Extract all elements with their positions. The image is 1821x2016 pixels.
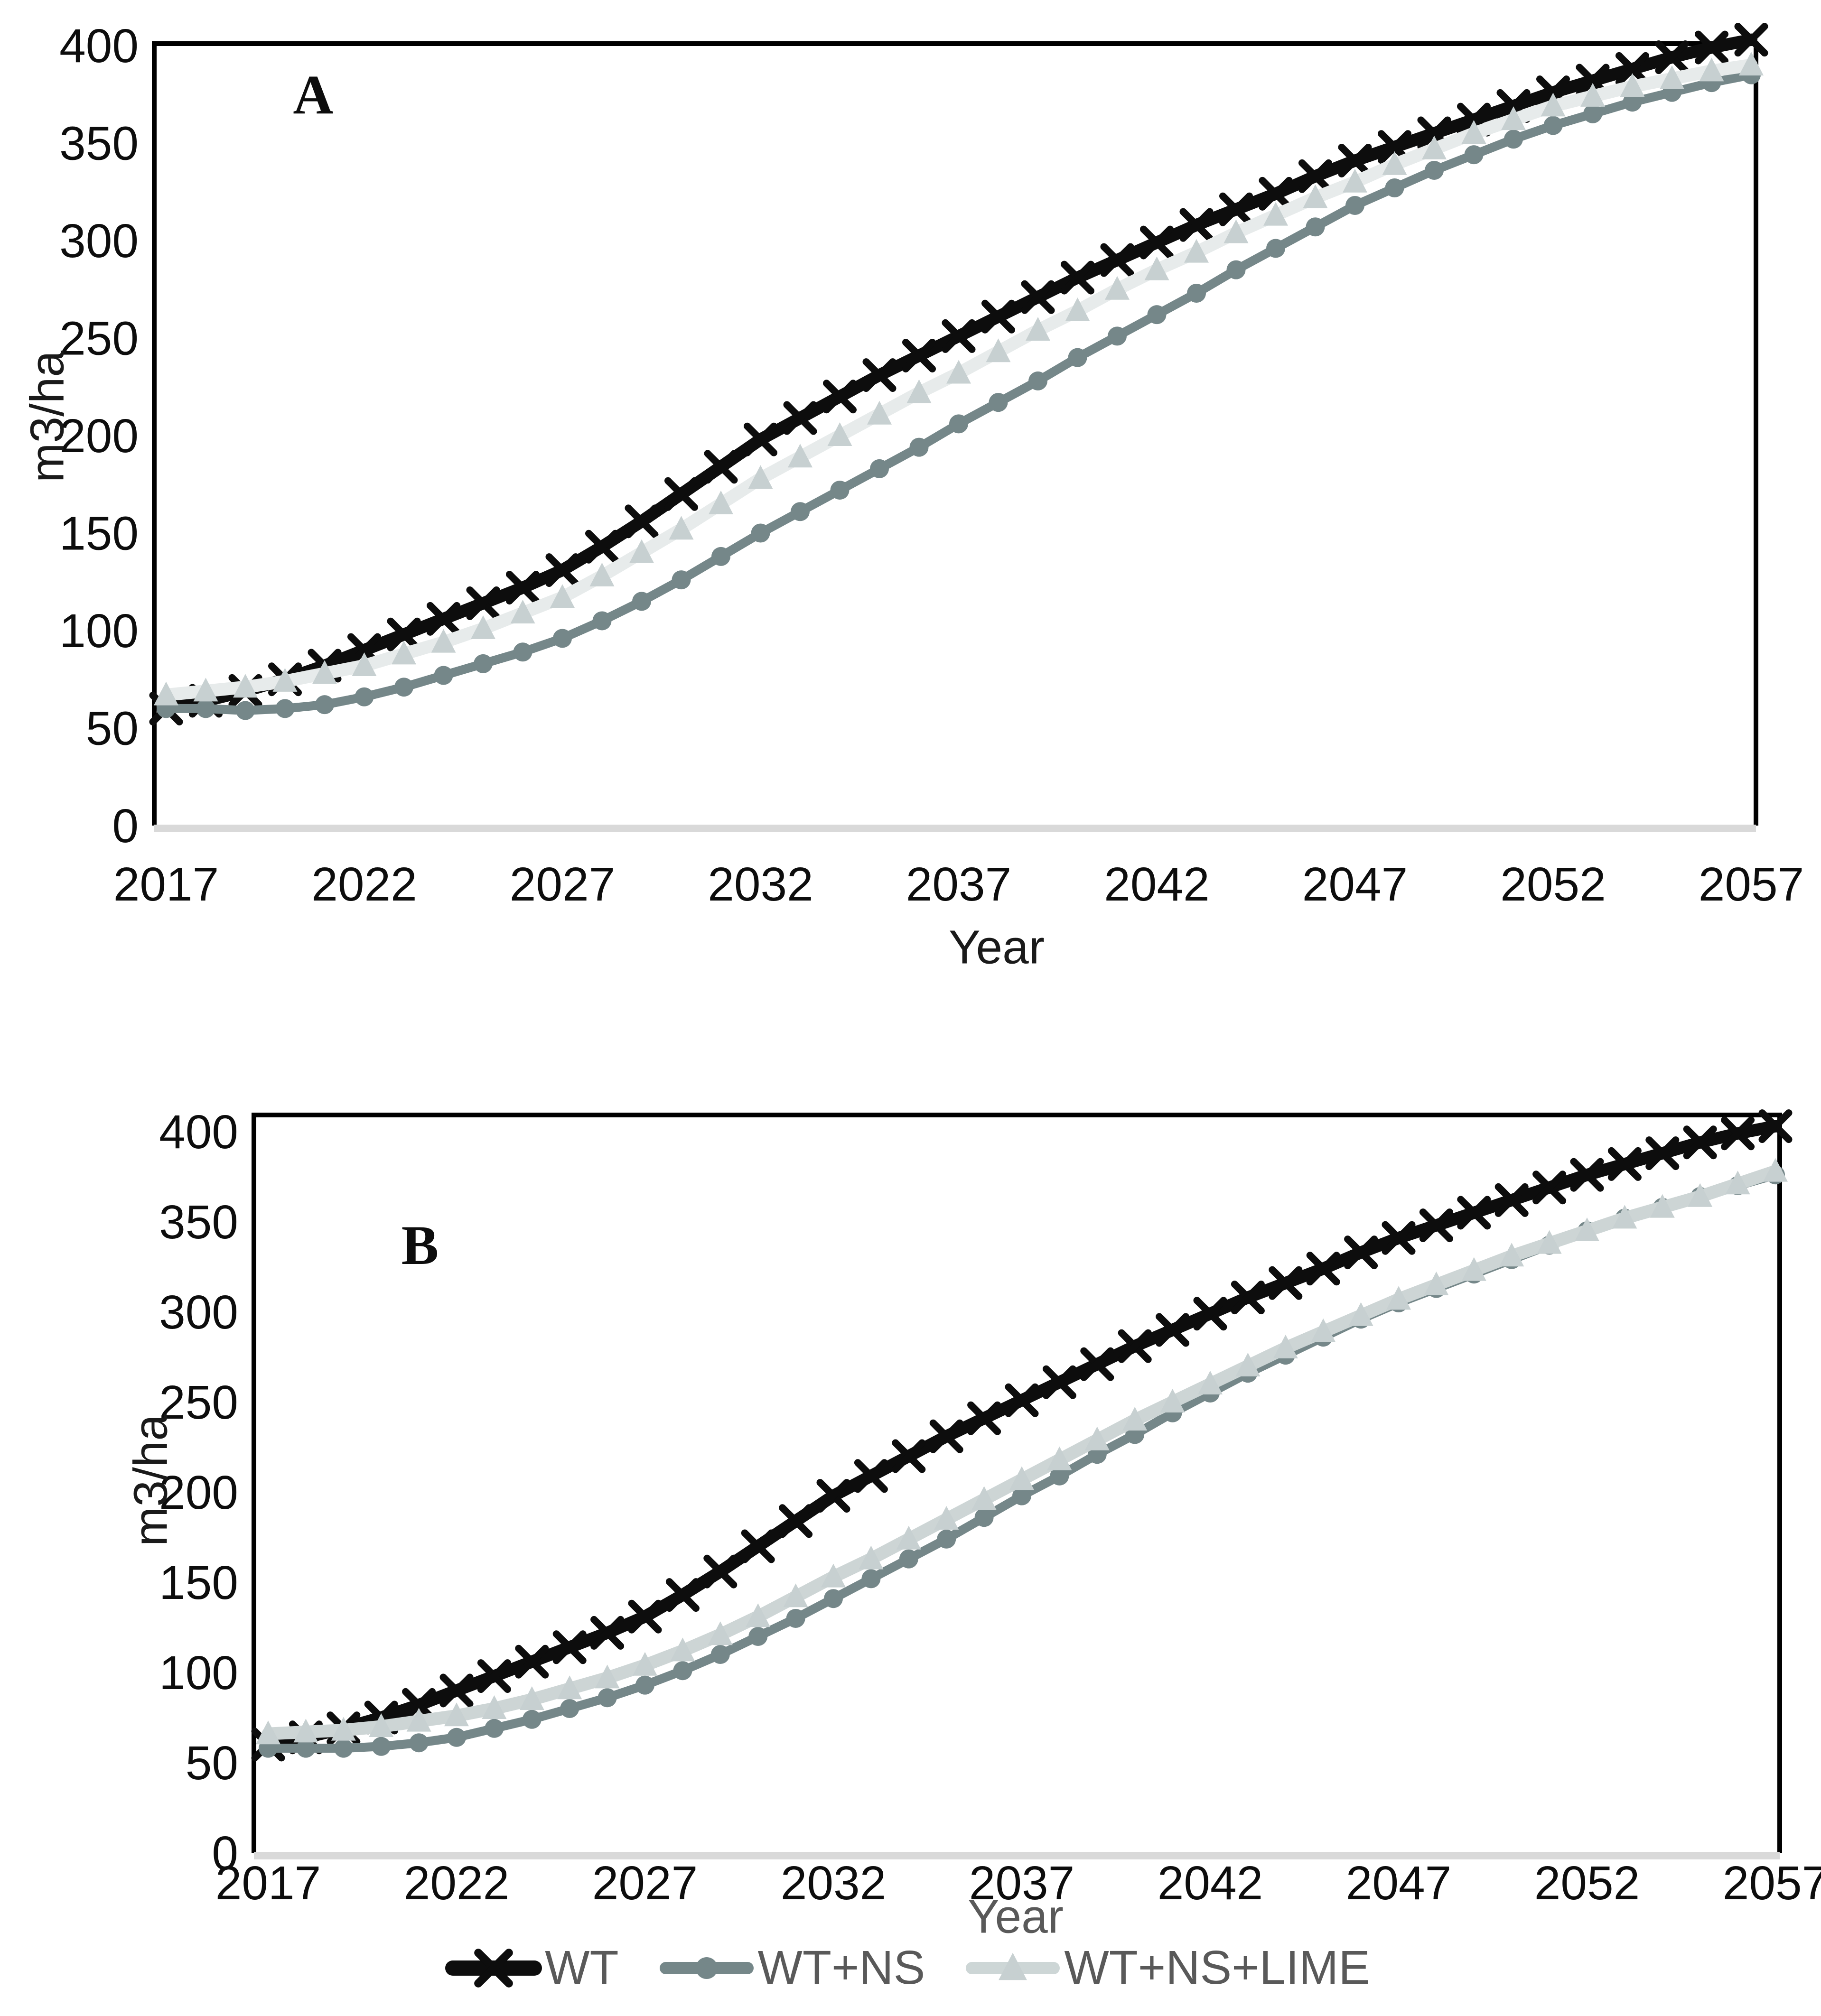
legend-label-wt: WT xyxy=(545,1941,619,1994)
svg-text:2052: 2052 xyxy=(1500,858,1606,911)
svg-text:350: 350 xyxy=(59,117,139,170)
y-tick-labels: 0 50 100 150 200 250 300 350 400 xyxy=(159,1106,238,1880)
chart-b-y-axis-title: m3/ha xyxy=(124,1414,177,1546)
svg-text:2057: 2057 xyxy=(1723,1857,1821,1910)
legend-item-wt-ns-lime: WT+NS+LIME xyxy=(966,1941,1370,1995)
svg-text:0: 0 xyxy=(212,1827,238,1880)
svg-text:2022: 2022 xyxy=(404,1857,509,1910)
panel-a-label: A xyxy=(293,64,334,126)
x-tick-labels: 2017 2022 2027 2032 2037 2042 2047 2052 2057 xyxy=(215,1857,1821,1910)
legend-label-wt-ns-lime: WT+NS+LIME xyxy=(1064,1941,1370,1994)
svg-text:2042: 2042 xyxy=(1104,858,1209,911)
svg-text:400: 400 xyxy=(59,19,139,73)
legend-item-wt: WT xyxy=(445,1941,619,1995)
wt-line-x-marker-icon xyxy=(445,1948,542,1988)
legend-label-wt-ns: WT+NS xyxy=(757,1941,925,1994)
svg-text:150: 150 xyxy=(59,507,139,560)
svg-text:2032: 2032 xyxy=(708,858,813,911)
svg-text:2022: 2022 xyxy=(311,858,417,911)
svg-text:150: 150 xyxy=(159,1556,238,1609)
svg-text:50: 50 xyxy=(86,702,139,755)
lime-line-triangle-marker-icon xyxy=(966,1952,1060,1980)
svg-text:2017: 2017 xyxy=(113,858,219,911)
svg-text:2052: 2052 xyxy=(1534,1857,1640,1910)
svg-text:0: 0 xyxy=(112,799,139,853)
svg-text:200: 200 xyxy=(59,409,139,463)
svg-text:2057: 2057 xyxy=(1699,858,1804,911)
chart-a-x-axis-title: Year xyxy=(948,920,1045,974)
svg-text:2042: 2042 xyxy=(1158,1857,1263,1910)
svg-text:50: 50 xyxy=(186,1737,238,1790)
svg-text:250: 250 xyxy=(59,312,139,365)
chart-b-x-axis-title: Year xyxy=(967,1890,1064,1943)
series-wt xyxy=(251,1109,1793,1762)
svg-text:300: 300 xyxy=(59,214,139,268)
svg-text:2027: 2027 xyxy=(510,858,615,911)
svg-text:200: 200 xyxy=(159,1466,238,1519)
series-wt-ns-lime xyxy=(256,1158,1788,1745)
x-tick-labels: 2017 2022 2027 2032 2037 2042 2047 2052 2057 xyxy=(113,858,1804,911)
chart-panel-b: 0 50 100 150 200 250 300 350 400 2017 2022 2027 2032… xyxy=(159,1106,1821,1910)
plot-border xyxy=(252,1113,1782,1853)
legend-item-wt-ns: WT+NS xyxy=(659,1941,925,1995)
svg-text:300: 300 xyxy=(159,1286,238,1339)
svg-text:400: 400 xyxy=(159,1106,238,1159)
ns-line-circle-marker-icon xyxy=(659,1957,754,1979)
series-wt-ns xyxy=(157,65,1761,720)
panel-b-label: B xyxy=(401,1214,439,1276)
svg-text:2047: 2047 xyxy=(1346,1857,1451,1910)
svg-text:2032: 2032 xyxy=(781,1857,886,1910)
svg-text:2017: 2017 xyxy=(215,1857,321,1910)
svg-text:2037: 2037 xyxy=(969,1857,1074,1910)
plot-border xyxy=(152,41,1758,826)
svg-text:100: 100 xyxy=(59,604,139,658)
svg-text:2037: 2037 xyxy=(906,858,1011,911)
chart-a-y-axis-title: m3/ha xyxy=(20,351,74,483)
svg-text:2047: 2047 xyxy=(1302,858,1408,911)
svg-text:350: 350 xyxy=(159,1196,238,1249)
chart-legend: WT WT+NS WT+NS+LIME xyxy=(0,1941,1821,1995)
svg-text:250: 250 xyxy=(159,1376,238,1429)
svg-text:100: 100 xyxy=(159,1646,238,1700)
svg-text:2027: 2027 xyxy=(592,1857,698,1910)
chart-panel-a: 0 50 100 150 200 250 300 350 400 2017 2022 2027 2032… xyxy=(59,19,1804,911)
y-tick-labels: 0 50 100 150 200 250 300 350 400 xyxy=(59,19,139,853)
series-wt-ns-lime xyxy=(154,52,1764,706)
